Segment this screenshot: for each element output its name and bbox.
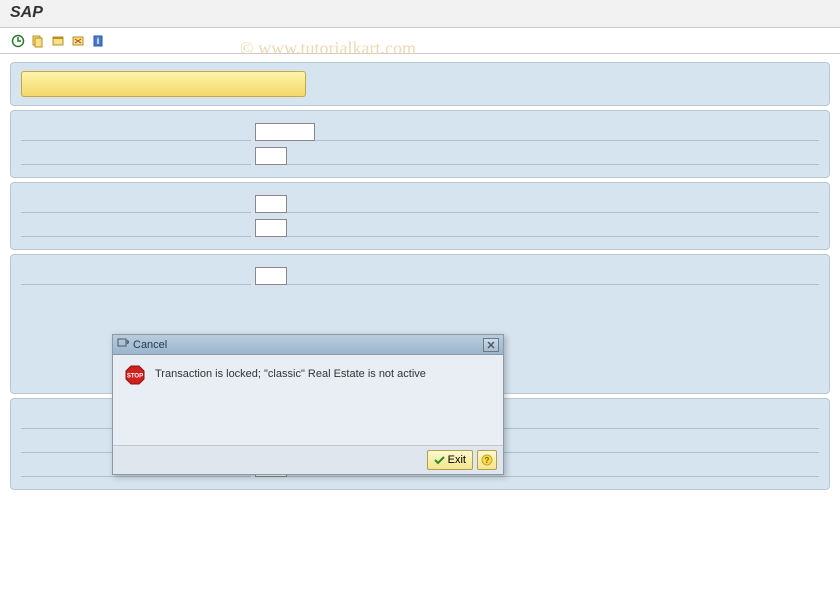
variant-delete-icon[interactable] [70,33,86,49]
execute-icon[interactable] [10,33,26,49]
field-label-line [21,123,251,141]
info-icon[interactable]: i [90,33,106,49]
dialog-title: Cancel [133,339,167,351]
help-icon: ? [481,454,493,466]
dialog-titlebar: Cancel [113,335,503,355]
panel-row [21,145,819,167]
dialog-title-icon [117,337,129,352]
panel-row [21,193,819,215]
field-label-line [21,147,251,165]
dialog-message: Transaction is locked; "classic" Real Es… [155,365,426,385]
trail-line [287,195,819,213]
input-field[interactable] [255,219,287,237]
svg-text:STOP: STOP [127,374,143,380]
input-field[interactable] [255,195,287,213]
input-field[interactable] [255,123,315,141]
panel-row [21,313,819,335]
field-label-line [21,267,251,285]
panel-1 [10,62,830,106]
field-label-line [21,219,251,237]
check-icon [434,455,445,466]
svg-text:i: i [97,36,100,46]
panel-3 [10,182,830,250]
variant-save-icon[interactable] [50,33,66,49]
panel-row [21,217,819,239]
panel-row [21,121,819,143]
dialog-footer: Exit ? [113,445,503,474]
app-title: SAP [10,4,43,21]
app-header: SAP [0,0,840,28]
panel-2 [10,110,830,178]
cancel-dialog: Cancel STOP Transaction is locked; "clas… [112,334,504,475]
input-field[interactable] [255,147,287,165]
field-label-line [21,195,251,213]
panel-row [21,289,819,311]
panel-row [21,265,819,287]
dialog-body: STOP Transaction is locked; "classic" Re… [113,355,503,445]
input-field[interactable] [255,267,287,285]
trail-line [287,219,819,237]
help-button[interactable]: ? [477,450,497,470]
panel-row [21,73,819,95]
exit-button-label: Exit [448,454,466,466]
variant-get-icon[interactable] [30,33,46,49]
exit-button[interactable]: Exit [427,450,473,470]
trail-line [287,147,819,165]
main-input[interactable] [21,71,306,97]
toolbar: i [0,28,840,54]
stop-icon: STOP [125,365,145,385]
trail-line [287,267,819,285]
svg-text:?: ? [485,456,490,465]
trail-line [315,123,819,141]
close-icon[interactable] [483,338,499,352]
